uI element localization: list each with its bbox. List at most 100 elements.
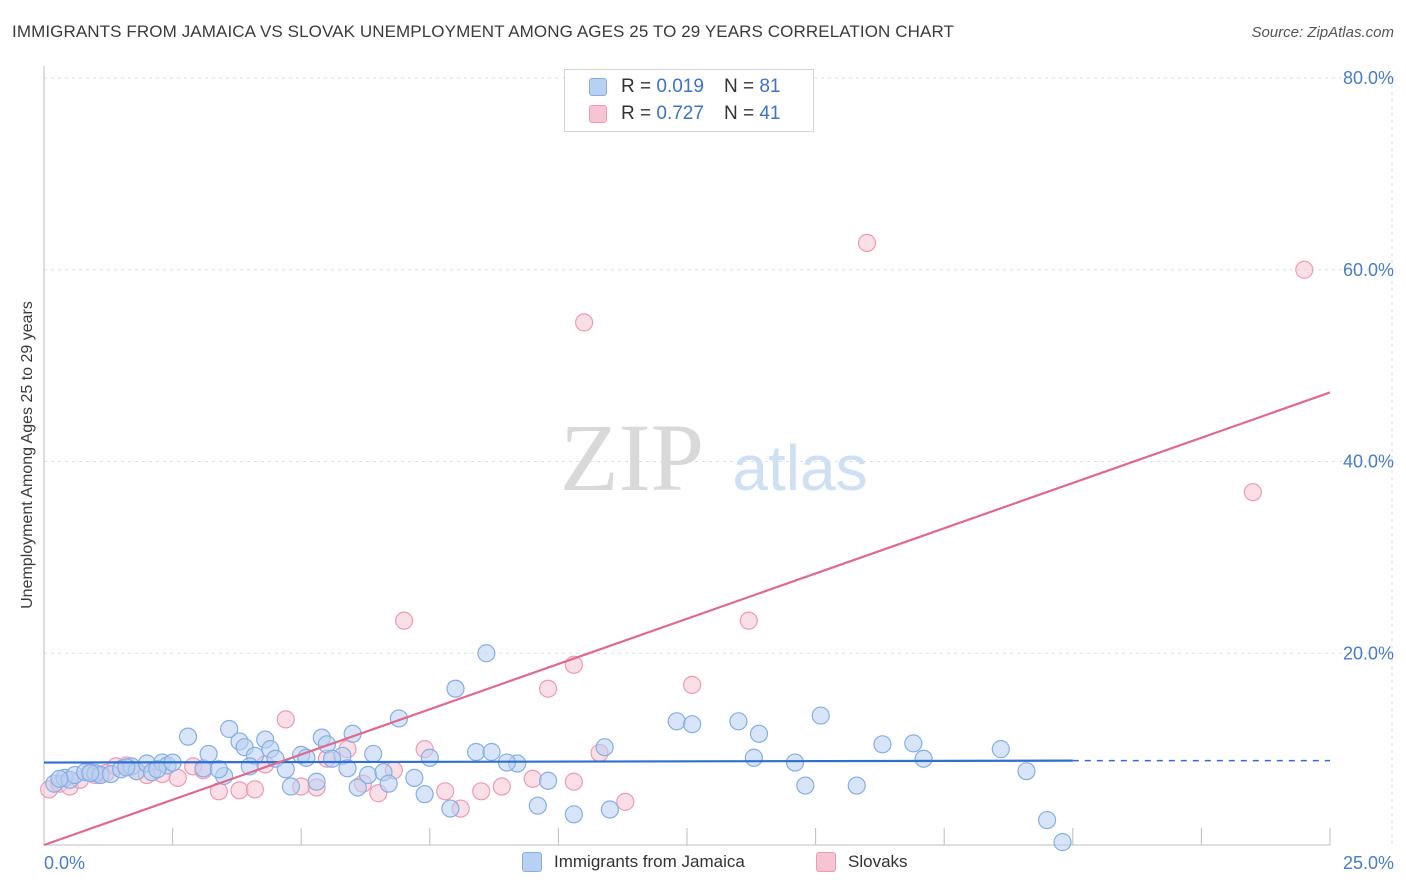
data-point-jamaica: [600, 800, 619, 819]
data-point-slovaks: [245, 780, 265, 799]
data-point-jamaica: [148, 760, 167, 779]
trend-lines: [43, 391, 1331, 847]
data-point-jamaica: [338, 759, 357, 778]
data-point-jamaica: [811, 706, 830, 725]
legend-n-label: N =: [723, 103, 755, 124]
data-point-jamaica: [796, 776, 815, 795]
tick-labels: 20.0% 40.0% 60.0% 80.0% 0.0% 25.0%: [44, 68, 1394, 873]
source-label: Source: ZipAtlas.com: [1251, 24, 1394, 41]
data-point-jamaica: [415, 785, 434, 804]
data-point-slovaks: [523, 769, 542, 788]
legend-r-value: 0.727: [656, 103, 704, 124]
chart-title: IMMIGRANTS FROM JAMAICA VS SLOVAK UNEMPL…: [12, 22, 955, 41]
axes: [43, 66, 1331, 846]
data-point-slovaks: [394, 611, 414, 630]
data-point-jamaica: [405, 768, 424, 787]
legend-swatch-pink: [589, 105, 607, 123]
data-point-slovaks: [857, 233, 877, 253]
legend-row-jamaica: R = 0.019 N = 81: [589, 75, 780, 99]
data-point-jamaica: [441, 799, 460, 818]
data-point-slovaks: [575, 313, 594, 332]
x-tick-label: 25.0%: [1343, 853, 1394, 873]
legend-r-label: R =: [621, 76, 652, 97]
legend-swatch-pink: [816, 852, 836, 872]
legend-n-value: 81: [759, 76, 781, 97]
data-point-jamaica: [199, 744, 218, 764]
legend-item-slovaks[interactable]: Slovaks: [816, 852, 908, 872]
data-point-jamaica: [81, 763, 100, 783]
y-tick-label: 60.0%: [1343, 260, 1394, 280]
data-point-slovaks: [564, 772, 583, 791]
series-jamaica: [45, 644, 1072, 852]
data-point-jamaica: [379, 774, 398, 793]
data-point-slovaks: [1295, 260, 1314, 279]
data-point-jamaica: [281, 777, 301, 796]
data-point-slovaks: [1243, 483, 1262, 502]
data-point-jamaica: [209, 760, 228, 779]
data-point-jamaica: [276, 760, 295, 779]
data-point-jamaica: [420, 748, 439, 767]
legend-item-jamaica[interactable]: Immigrants from Jamaica: [522, 852, 745, 872]
grid-lines: [44, 77, 1393, 845]
trend-line-slovaks: [43, 391, 1331, 847]
trend-line-jamaica: [43, 759, 1073, 764]
data-point-jamaica: [847, 776, 866, 795]
legend-label-slovaks: Slovaks: [848, 852, 908, 871]
correlation-legend: R = 0.019 N = 81 R = 0.727 N = 41: [564, 69, 814, 132]
data-point-jamaica: [477, 644, 496, 663]
data-point-slovaks: [492, 777, 511, 796]
data-point-slovaks: [276, 710, 295, 729]
data-point-jamaica: [1037, 810, 1057, 830]
data-point-jamaica: [595, 738, 614, 757]
watermark-zip: ZIP: [560, 404, 704, 511]
data-point-jamaica: [785, 753, 805, 772]
legend-n-value: 41: [759, 103, 781, 124]
data-point-jamaica: [364, 744, 383, 764]
watermark-atlas: atlas: [732, 432, 867, 504]
data-point-jamaica: [307, 772, 326, 791]
data-point-slovaks: [616, 792, 635, 811]
y-tick-label: 80.0%: [1343, 68, 1394, 88]
watermark: ZIP atlas: [560, 404, 868, 511]
data-point-jamaica: [50, 769, 69, 788]
data-point-jamaica: [466, 742, 486, 762]
legend-n-label: N =: [723, 76, 755, 97]
legend-swatch-blue: [522, 852, 542, 872]
legend-swatch-blue: [589, 78, 607, 96]
data-point-jamaica: [1017, 762, 1036, 781]
data-point-slovaks: [739, 611, 758, 630]
data-point-jamaica: [528, 796, 547, 815]
data-point-slovaks: [683, 675, 702, 694]
data-point-jamaica: [749, 724, 769, 743]
data-point-jamaica: [358, 765, 378, 785]
data-point-jamaica: [482, 742, 501, 762]
data-point-slovaks: [539, 679, 558, 698]
data-point-slovaks: [472, 782, 491, 801]
data-point-jamaica: [904, 734, 923, 753]
data-point-jamaica: [914, 749, 933, 768]
x-tick-label: 0.0%: [44, 853, 85, 873]
legend-r-value: 0.019: [656, 76, 704, 97]
data-point-jamaica: [744, 748, 763, 767]
data-point-slovaks: [436, 782, 455, 801]
data-point-jamaica: [991, 740, 1010, 759]
legend-r-label: R =: [621, 103, 652, 124]
data-point-jamaica: [322, 749, 342, 768]
data-point-jamaica: [729, 712, 748, 731]
data-point-jamaica: [683, 715, 702, 734]
data-point-jamaica: [1053, 833, 1072, 852]
data-point-jamaica: [539, 771, 558, 790]
legend-row-slovaks: R = 0.727 N = 41: [589, 102, 780, 126]
data-point-jamaica: [348, 778, 367, 797]
data-point-jamaica: [564, 805, 583, 824]
data-point-jamaica: [873, 735, 892, 754]
y-tick-label: 20.0%: [1343, 643, 1394, 663]
data-point-jamaica: [446, 679, 465, 698]
data-point-jamaica: [667, 712, 686, 731]
data-point-slovaks: [230, 781, 249, 800]
data-point-jamaica: [178, 727, 198, 746]
data-point-jamaica: [220, 719, 239, 739]
legend-label-jamaica: Immigrants from Jamaica: [554, 852, 745, 871]
y-tick-label: 40.0%: [1343, 452, 1394, 472]
